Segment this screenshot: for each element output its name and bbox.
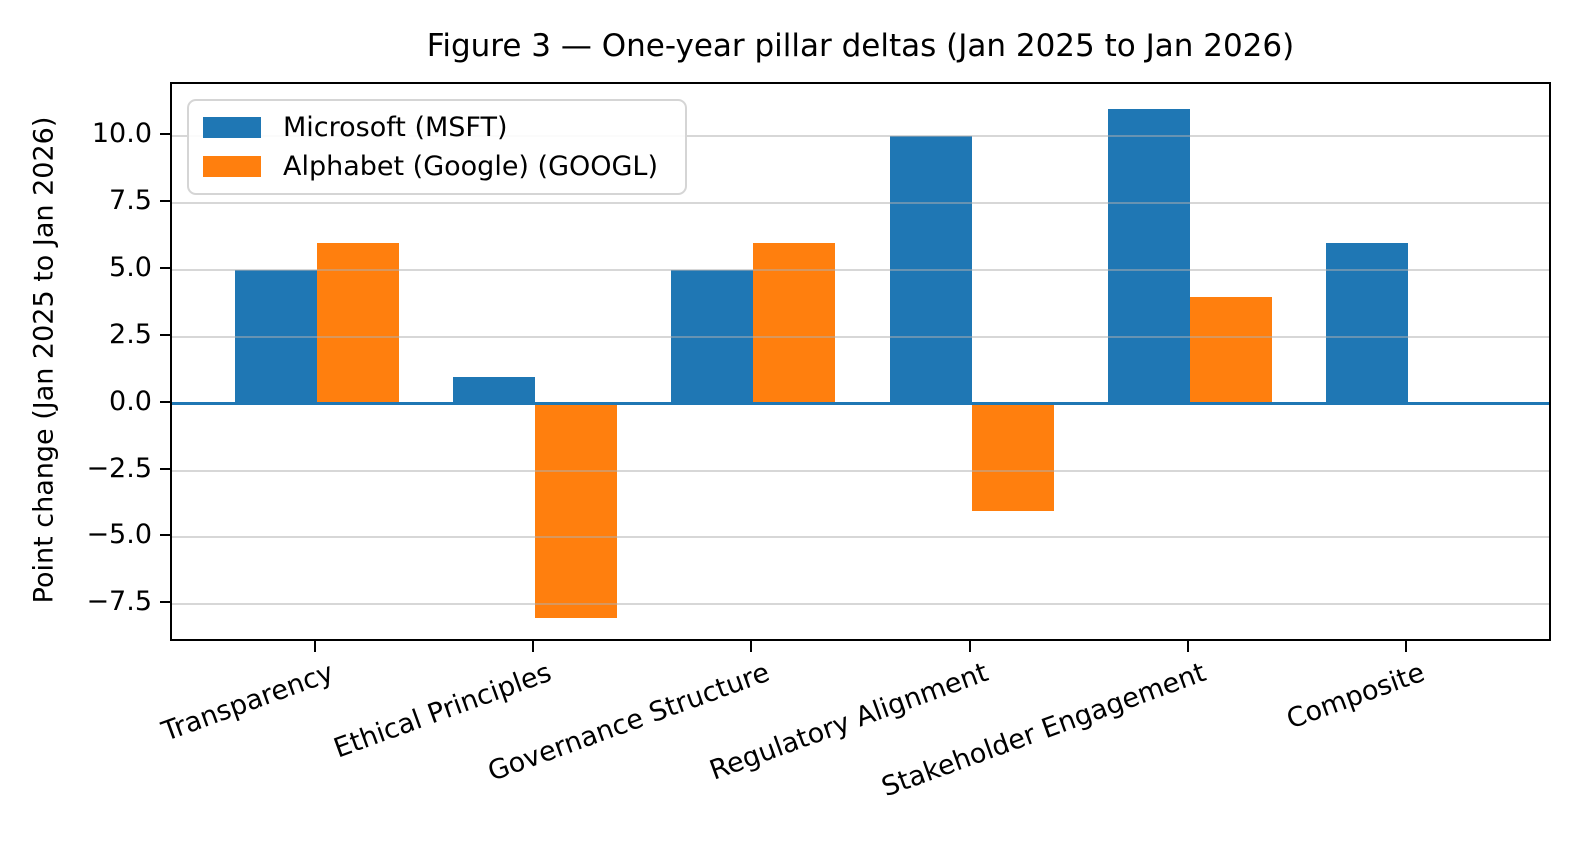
bar-googl-0 bbox=[317, 243, 400, 404]
y-tick-mark bbox=[160, 534, 170, 537]
legend-label-googl: Alphabet (Google) (GOOGL) bbox=[283, 151, 659, 182]
bar-msft-1 bbox=[453, 376, 536, 404]
gridline--7.5 bbox=[172, 603, 1549, 606]
y-tick-label: 7.5 bbox=[109, 185, 152, 216]
y-tick-mark bbox=[160, 601, 170, 604]
y-tick-label: 5.0 bbox=[109, 251, 152, 283]
bar-googl-2 bbox=[753, 243, 836, 404]
gridline-5 bbox=[172, 268, 1549, 271]
x-tick-mark bbox=[1404, 641, 1407, 652]
x-tick-mark bbox=[750, 641, 753, 652]
legend-item-googl: Alphabet (Google) (GOOGL) bbox=[203, 147, 671, 186]
x-tick-label-0: Transparency bbox=[157, 657, 338, 748]
bar-msft-4 bbox=[1107, 109, 1190, 404]
y-tick-mark bbox=[160, 400, 170, 403]
x-tick-mark bbox=[968, 641, 971, 652]
y-tick-label: −7.5 bbox=[86, 586, 152, 618]
legend-label-msft: Microsoft (MSFT) bbox=[283, 112, 508, 143]
y-tick-mark bbox=[160, 467, 170, 470]
legend-item-msft: Microsoft (MSFT) bbox=[203, 108, 671, 147]
chart-title: Figure 3 — One-year pillar deltas (Jan 2… bbox=[426, 28, 1295, 64]
y-tick-label: −2.5 bbox=[86, 452, 152, 484]
gridline--2.5 bbox=[172, 469, 1549, 472]
bar-googl-4 bbox=[1189, 296, 1272, 404]
bar-googl-3 bbox=[971, 403, 1054, 511]
x-tick-mark bbox=[532, 641, 535, 652]
gridline--5 bbox=[172, 536, 1549, 539]
y-tick-label: 10.0 bbox=[91, 118, 152, 150]
x-tick-label-5: Composite bbox=[1282, 657, 1429, 736]
bar-msft-5 bbox=[1325, 243, 1408, 404]
legend-swatch-googl bbox=[203, 156, 261, 177]
bar-googl-1 bbox=[535, 403, 618, 618]
gridline-2.5 bbox=[172, 335, 1549, 338]
gridline-10 bbox=[172, 135, 1549, 138]
gridline-7.5 bbox=[172, 202, 1549, 204]
y-tick-label: 0.0 bbox=[109, 385, 152, 417]
y-tick-mark bbox=[160, 200, 170, 202]
zero-line bbox=[172, 402, 1549, 406]
y-tick-label: 2.5 bbox=[109, 318, 152, 350]
y-tick-mark bbox=[160, 333, 170, 336]
plot-area: Microsoft (MSFT) Alphabet (Google) (GOOG… bbox=[170, 82, 1551, 641]
x-tick-mark bbox=[314, 641, 317, 652]
legend: Microsoft (MSFT) Alphabet (Google) (GOOG… bbox=[187, 99, 687, 195]
y-tick-mark bbox=[160, 133, 170, 136]
legend-swatch-msft bbox=[203, 117, 261, 138]
y-tick-label: −5.0 bbox=[86, 519, 152, 551]
x-tick-mark bbox=[1186, 641, 1189, 652]
y-tick-mark bbox=[160, 266, 170, 269]
